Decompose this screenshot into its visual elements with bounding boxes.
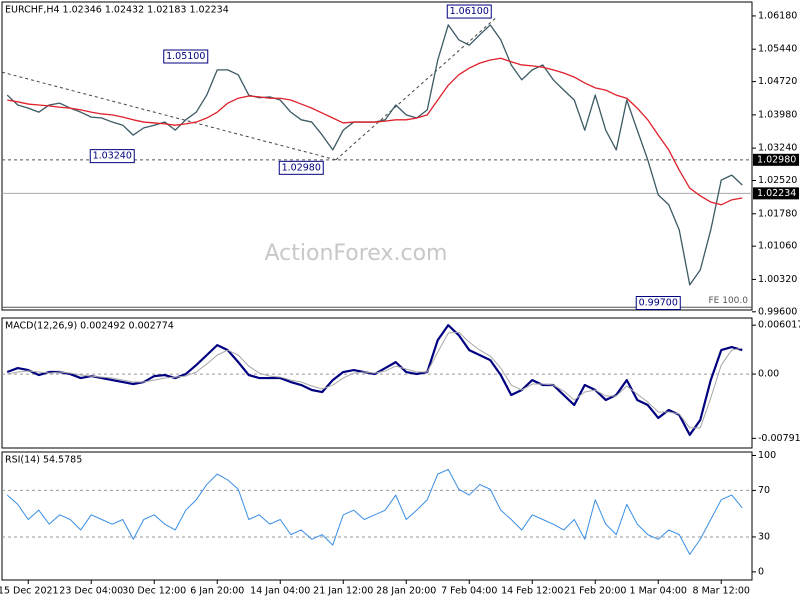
y-tick-label: 70 (758, 485, 770, 496)
annotation-label: 1.06100 (450, 6, 489, 17)
y-tick-label: 30 (758, 531, 770, 542)
x-tick-label: 15 Dec 2021 (0, 586, 59, 597)
y-tick-label: 1.03980 (758, 109, 797, 120)
y-tick-label: 1.00320 (758, 274, 797, 285)
annotation-label: 1.05100 (166, 51, 205, 62)
x-tick-label: 7 Feb 04:00 (441, 586, 497, 597)
x-tick-label: 28 Jan 20:00 (376, 586, 436, 597)
macd-title: MACD(12,26,9) 0.002492 0.002774 (5, 321, 174, 332)
x-tick-label: 8 Mar 12:00 (693, 586, 750, 597)
annotation-label: 1.02980 (282, 162, 321, 173)
y-tick-label: 0.006017 (758, 320, 800, 331)
rsi-title: RSI(14) 54.5785 (5, 455, 82, 466)
rsi-panel (1, 451, 753, 581)
x-tick-label: 14 Feb 12:00 (501, 586, 563, 597)
series-line (6, 324, 743, 437)
y-tick-label: 1.01060 (758, 241, 797, 252)
y-tick-label: 1.05440 (758, 44, 797, 55)
macd-panel (1, 317, 753, 449)
series-line (6, 468, 743, 555)
series-line (7, 57, 743, 206)
x-tick-label: 21 Feb 20:00 (564, 586, 626, 597)
x-tick-label: 23 Dec 04:00 (59, 586, 123, 597)
annotation-box (163, 49, 209, 64)
price-label: 1.02234 (757, 188, 796, 199)
fe-label: FE 100.0 (709, 296, 749, 306)
y-tick-label: 0 (758, 566, 764, 577)
chart-title: EURCHF,H4 1.02346 1.02432 1.02183 1.0223… (5, 5, 229, 16)
watermark: ActionForex.com (265, 241, 448, 266)
y-tick-label: 1.02520 (758, 175, 797, 186)
y-tick-label: 1.01780 (758, 208, 797, 219)
price-label-box (753, 153, 799, 166)
price-label-box (753, 187, 799, 200)
x-tick-label: 21 Jan 12:00 (313, 586, 373, 597)
y-tick-label: 0.99600 (758, 306, 797, 317)
price-label: 1.02980 (757, 154, 796, 165)
annotation-box (446, 4, 492, 19)
y-tick-label: 0.00 (758, 369, 779, 380)
annotation-box (278, 160, 324, 175)
price-panel (1, 1, 753, 311)
annotation-label: 1.03240 (93, 151, 132, 162)
y-tick-label: 1.04720 (758, 76, 797, 87)
x-tick-label: 14 Jan 04:00 (250, 586, 310, 597)
x-tick-label: 1 Mar 04:00 (630, 586, 687, 597)
annotation-box (89, 149, 135, 164)
series-line (7, 331, 743, 429)
x-tick-label: 30 Dec 12:00 (122, 586, 186, 597)
annotation-box (635, 296, 681, 310)
y-tick-label: 100 (758, 450, 776, 461)
x-tick-label: 6 Jan 20:00 (190, 586, 244, 597)
annotation-label: 0.99700 (639, 298, 678, 309)
y-tick-label: 1.06180 (758, 10, 797, 21)
y-tick-label: 1.03240 (758, 143, 797, 154)
